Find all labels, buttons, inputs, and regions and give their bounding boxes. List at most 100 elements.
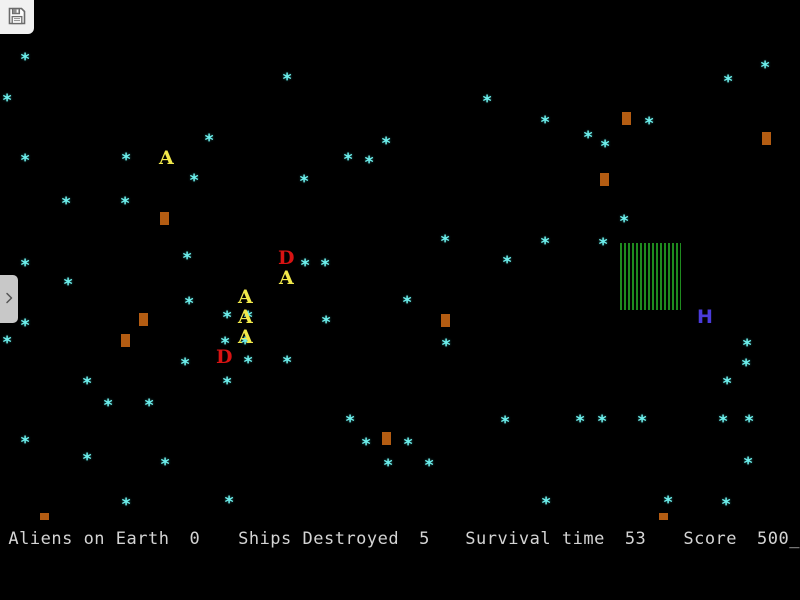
star-sprite: *	[243, 308, 254, 328]
ship-block-sprite	[40, 513, 49, 520]
status-score: Score 500 _	[683, 529, 800, 549]
star-sprite: *	[20, 50, 31, 70]
star-sprite: *	[441, 336, 452, 356]
star-sprite: *	[2, 91, 13, 111]
home-sprite: H	[697, 306, 713, 328]
star-sprite: *	[583, 128, 594, 148]
star-sprite: *	[540, 234, 551, 254]
star-sprite: *	[502, 253, 513, 273]
star-sprite: *	[383, 456, 394, 476]
star-sprite: *	[282, 353, 293, 373]
star-sprite: *	[182, 249, 193, 269]
star-sprite: *	[61, 194, 72, 214]
sidebar-expander-button[interactable]	[0, 275, 18, 323]
star-sprite: *	[20, 433, 31, 453]
star-sprite: *	[144, 396, 155, 416]
star-sprite: *	[20, 316, 31, 336]
star-sprite: *	[541, 494, 552, 514]
star-sprite: *	[160, 455, 171, 475]
star-sprite: *	[597, 412, 608, 432]
star-sprite: *	[403, 435, 414, 455]
star-sprite: *	[381, 134, 392, 154]
ship-block-sprite	[622, 112, 631, 125]
star-sprite: *	[189, 171, 200, 191]
status-bar: Aliens on Earth 0 Ships Destroyed 5 Surv…	[0, 520, 800, 600]
destroyed-sprite: D	[278, 247, 295, 269]
alien-sprite: A	[279, 267, 294, 289]
save-button[interactable]	[6, 6, 28, 28]
star-sprite: *	[180, 355, 191, 375]
survival-time-label: Survival time	[465, 529, 605, 549]
landing-zone	[620, 243, 681, 310]
alien-sprite: A	[159, 147, 174, 169]
survival-time-value: 53	[624, 529, 647, 549]
chevron-right-icon	[4, 290, 14, 309]
star-sprite: *	[760, 58, 771, 78]
ships-destroyed-label: Ships Destroyed	[238, 529, 400, 549]
ship-block-sprite	[441, 314, 450, 327]
star-sprite: *	[742, 336, 753, 356]
star-sprite: *	[721, 495, 732, 515]
star-sprite: *	[540, 113, 551, 133]
ship-block-sprite	[160, 212, 169, 225]
star-sprite: *	[320, 256, 331, 276]
star-sprite: *	[121, 495, 132, 515]
ships-destroyed-value: 5	[419, 529, 430, 549]
ship-block-sprite	[121, 334, 130, 347]
floppy-disk-icon	[7, 6, 27, 29]
star-sprite: *	[222, 374, 233, 394]
star-sprite: *	[718, 412, 729, 432]
ship-block-sprite	[382, 432, 391, 445]
aliens-on-earth-value: 0	[189, 529, 201, 549]
alien-sprite: A	[238, 306, 253, 328]
aliens-on-earth-label: Aliens on Earth	[8, 529, 170, 549]
destroyed-sprite: D	[216, 346, 233, 368]
ship-block-sprite	[762, 132, 771, 145]
star-sprite: *	[361, 435, 372, 455]
score-value: 500	[757, 529, 790, 549]
star-sprite: *	[204, 131, 215, 151]
star-sprite: *	[299, 172, 310, 192]
star-sprite: *	[121, 150, 132, 170]
alien-sprite: A	[238, 326, 253, 348]
star-sprite: *	[619, 212, 630, 232]
ship-block-sprite	[659, 513, 668, 520]
alien-sprite: A	[238, 286, 253, 308]
star-sprite: *	[440, 232, 451, 252]
game-field[interactable]: * * * * * * * * * * * * * * * * * * * * * * * * * * * * * * * * * * * * * * * *…	[0, 0, 800, 520]
star-sprite: *	[723, 72, 734, 92]
star-sprite: *	[220, 334, 231, 354]
star-sprite: *	[575, 412, 586, 432]
status-survival-time: Survival time 53	[465, 529, 646, 549]
status-aliens-on-earth: Aliens on Earth 0	[8, 529, 200, 549]
star-sprite: *	[743, 454, 754, 474]
star-sprite: *	[500, 413, 511, 433]
text-cursor: _	[789, 529, 800, 549]
star-sprite: *	[402, 293, 413, 313]
star-sprite: *	[644, 114, 655, 134]
star-sprite: *	[741, 356, 752, 376]
ship-block-sprite	[600, 173, 609, 186]
toolbar-panel	[0, 0, 34, 34]
star-sprite: *	[600, 137, 611, 157]
status-ships-destroyed: Ships Destroyed 5	[238, 529, 430, 549]
star-sprite: *	[364, 153, 375, 173]
star-sprite: *	[321, 313, 332, 333]
star-sprite: *	[282, 70, 293, 90]
star-sprite: *	[82, 450, 93, 470]
star-sprite: *	[240, 334, 251, 354]
star-sprite: *	[20, 256, 31, 276]
star-sprite: *	[663, 493, 674, 513]
star-sprite: *	[82, 374, 93, 394]
star-sprite: *	[424, 456, 435, 476]
star-sprite: *	[20, 151, 31, 171]
star-sprite: *	[243, 353, 254, 373]
star-sprite: *	[345, 412, 356, 432]
star-sprite: *	[224, 493, 235, 513]
star-sprite: *	[598, 235, 609, 255]
star-sprite: *	[722, 374, 733, 394]
star-sprite: *	[103, 396, 114, 416]
star-sprite: *	[120, 194, 131, 214]
star-sprite: *	[222, 308, 233, 328]
